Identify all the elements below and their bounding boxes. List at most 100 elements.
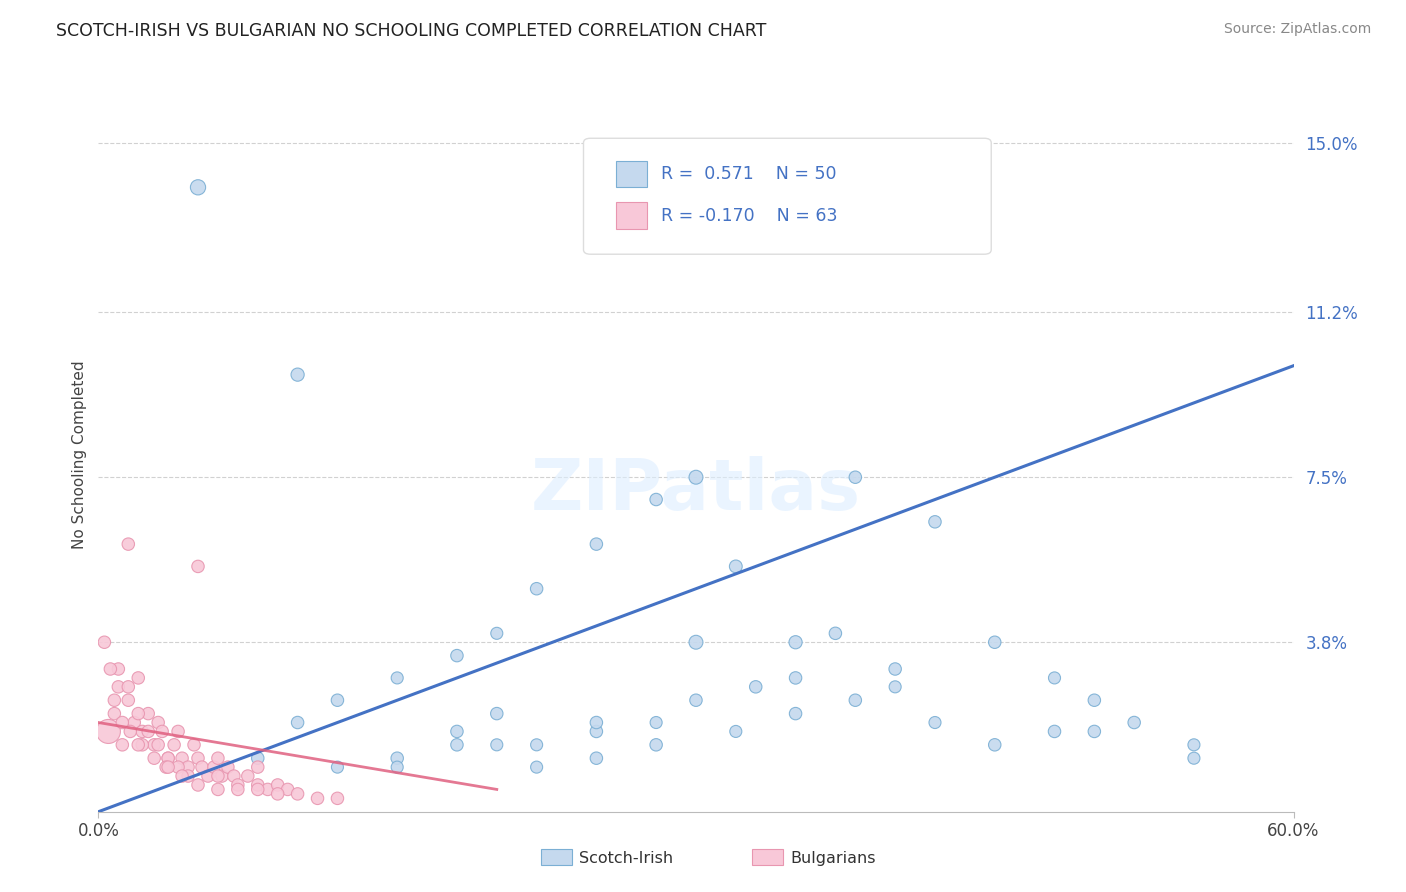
Point	[385, 751, 409, 765]
Point	[287, 368, 309, 382]
Point	[207, 751, 229, 765]
Point	[150, 724, 173, 739]
Point	[446, 648, 468, 663]
Point	[131, 738, 153, 752]
Point	[685, 693, 707, 707]
Point	[127, 706, 149, 721]
Point	[120, 724, 142, 739]
Point	[287, 787, 309, 801]
Point	[585, 724, 607, 739]
Point	[177, 769, 200, 783]
Point	[277, 782, 299, 797]
Point	[97, 724, 120, 739]
Text: SCOTCH-IRISH VS BULGARIAN NO SCHOOLING COMPLETED CORRELATION CHART: SCOTCH-IRISH VS BULGARIAN NO SCHOOLING C…	[56, 22, 766, 40]
Point	[107, 662, 129, 676]
Point	[148, 738, 170, 752]
Point	[385, 760, 409, 774]
Point	[143, 738, 166, 752]
Point	[526, 760, 548, 774]
Point	[226, 782, 249, 797]
Text: Scotch-Irish: Scotch-Irish	[579, 852, 673, 866]
Point	[724, 559, 747, 574]
Point	[187, 778, 209, 792]
Point	[884, 662, 907, 676]
Point	[211, 769, 233, 783]
Point	[177, 760, 200, 774]
Point	[267, 787, 290, 801]
Point	[197, 769, 219, 783]
Point	[207, 782, 229, 797]
Point	[172, 769, 194, 783]
Point	[246, 751, 269, 765]
Point	[485, 738, 508, 752]
Point	[645, 715, 668, 730]
Point	[1123, 715, 1146, 730]
Point	[117, 693, 139, 707]
Point	[1043, 724, 1066, 739]
Point	[307, 791, 329, 805]
Point	[127, 738, 149, 752]
Point	[183, 738, 205, 752]
Point	[124, 715, 146, 730]
Text: R =  0.571    N = 50: R = 0.571 N = 50	[661, 165, 837, 183]
Point	[217, 760, 239, 774]
Point	[226, 778, 249, 792]
Point	[924, 515, 946, 529]
Point	[148, 715, 170, 730]
Text: ZIPatlas: ZIPatlas	[531, 456, 860, 525]
Point	[984, 738, 1007, 752]
Point	[157, 751, 180, 765]
Point	[222, 769, 245, 783]
Point	[984, 635, 1007, 649]
Point	[131, 724, 153, 739]
Point	[326, 791, 349, 805]
Point	[485, 706, 508, 721]
Point	[745, 680, 768, 694]
Point	[724, 724, 747, 739]
Point	[202, 760, 225, 774]
Point	[924, 715, 946, 730]
Point	[187, 559, 209, 574]
Point	[585, 715, 607, 730]
Point	[526, 738, 548, 752]
Point	[117, 680, 139, 694]
Point	[267, 778, 290, 792]
Point	[207, 769, 229, 783]
Point	[93, 635, 115, 649]
Point	[111, 738, 134, 752]
Point	[103, 706, 125, 721]
Point	[326, 693, 349, 707]
Point	[163, 738, 186, 752]
Point	[172, 751, 194, 765]
Point	[824, 626, 846, 640]
Point	[446, 738, 468, 752]
Point	[385, 671, 409, 685]
Point	[645, 492, 668, 507]
Point	[157, 751, 180, 765]
Point	[167, 760, 190, 774]
Point	[246, 782, 269, 797]
Point	[1182, 738, 1205, 752]
Point	[187, 751, 209, 765]
Point	[785, 671, 807, 685]
Point	[585, 537, 607, 551]
Point	[645, 738, 668, 752]
Point	[103, 693, 125, 707]
Point	[685, 470, 707, 484]
Point	[107, 680, 129, 694]
Point	[884, 680, 907, 694]
Point	[1083, 693, 1105, 707]
Point	[446, 724, 468, 739]
Point	[117, 537, 139, 551]
Point	[685, 635, 707, 649]
Point	[155, 760, 177, 774]
Point	[844, 470, 866, 484]
Point	[246, 778, 269, 792]
Text: Bulgarians: Bulgarians	[790, 852, 876, 866]
Point	[167, 724, 190, 739]
Point	[785, 706, 807, 721]
Point	[236, 769, 259, 783]
Point	[111, 715, 134, 730]
Point	[187, 180, 209, 194]
Text: Source: ZipAtlas.com: Source: ZipAtlas.com	[1223, 22, 1371, 37]
